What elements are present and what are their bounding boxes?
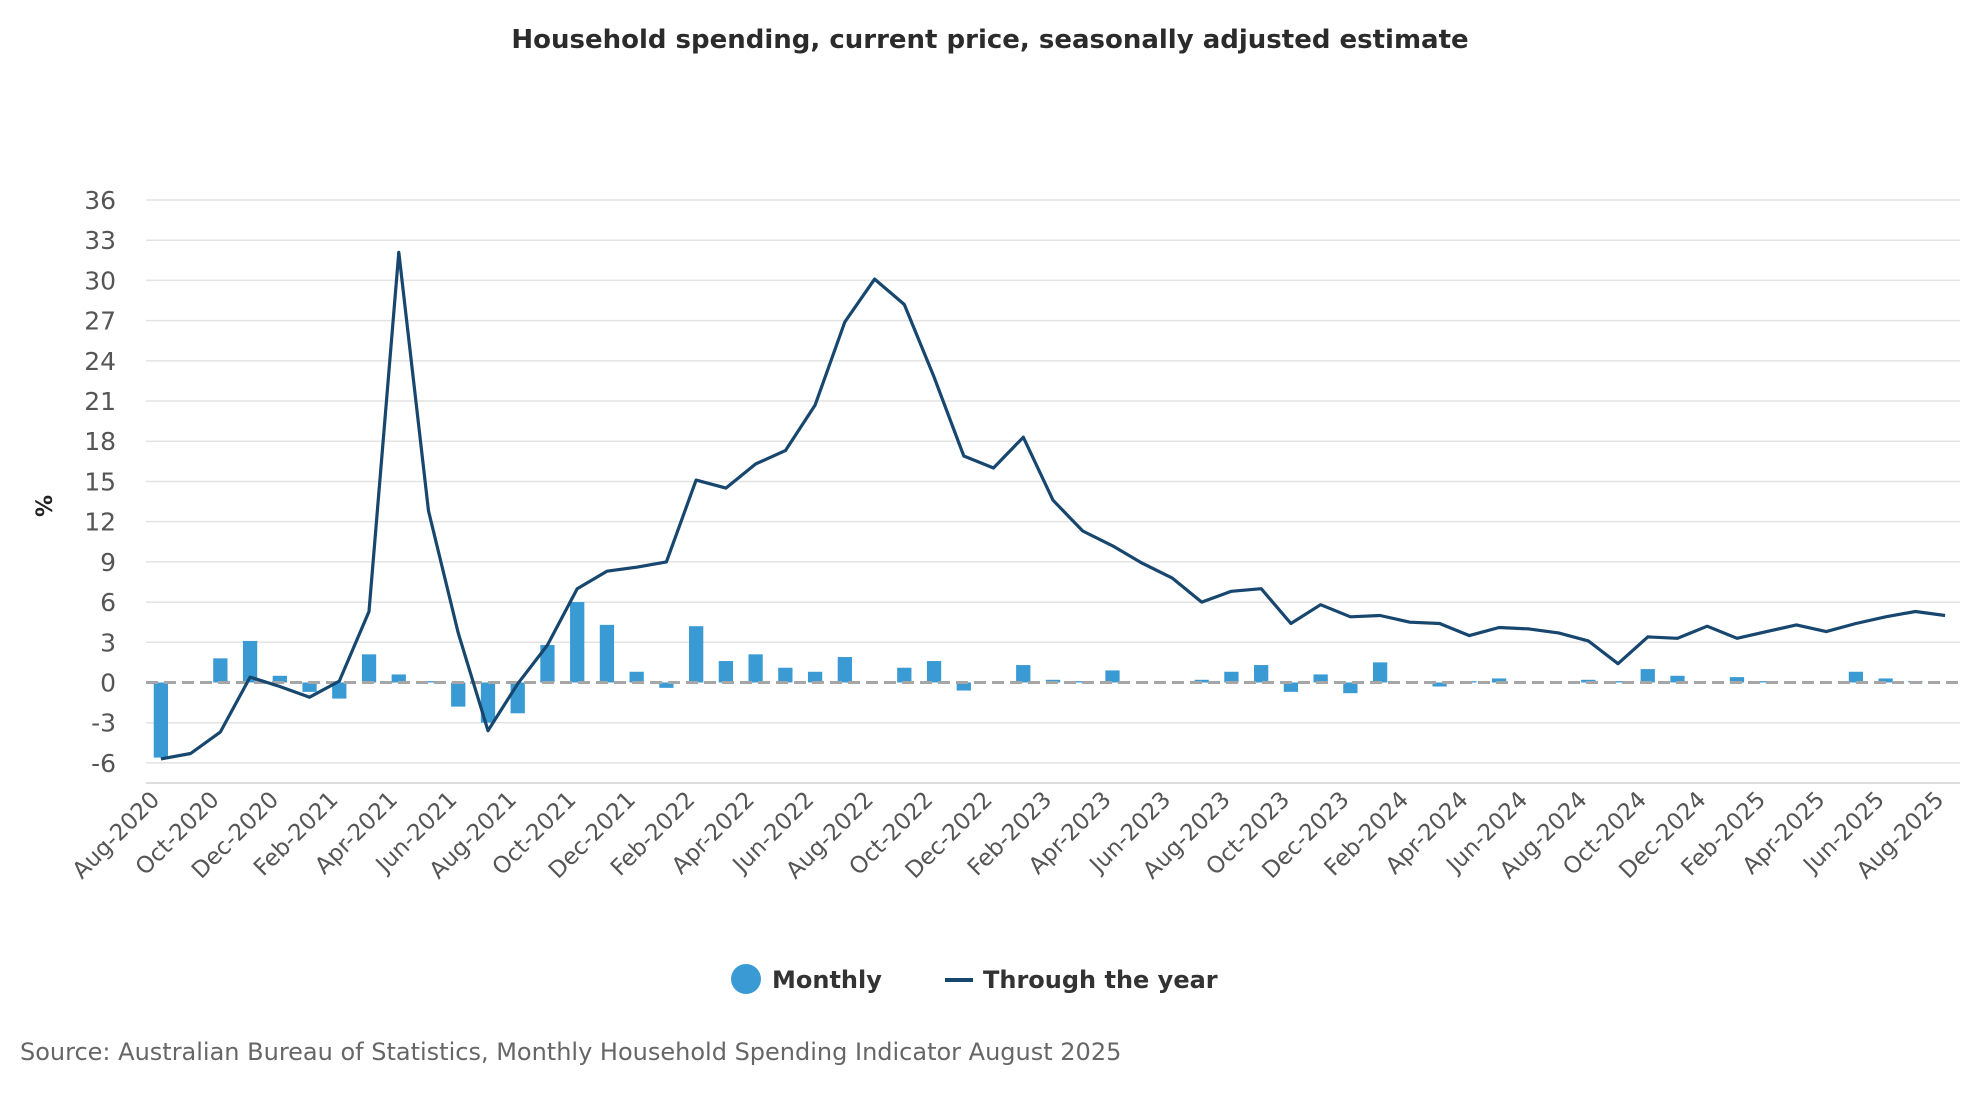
through-the-year-series [160, 250, 1946, 761]
monthly-bar [1283, 682, 1299, 692]
monthly-bar [1640, 669, 1655, 683]
monthly-bar [1343, 682, 1358, 694]
monthly-bar [1016, 665, 1031, 683]
monthly-bar [1491, 678, 1507, 683]
monthly-bar [272, 675, 287, 683]
through-the-year-line [160, 250, 1946, 761]
monthly-bar [599, 624, 615, 683]
legend-item-through-the-year[interactable]: Through the year [945, 966, 1218, 994]
x-axis-ticks: Aug-2020Oct-2020Dec-2020Feb-2021Apr-2021… [68, 787, 1950, 884]
monthly-bar [926, 661, 942, 683]
monthly-bar [778, 667, 793, 683]
y-tick-label: 9 [100, 548, 116, 577]
legend-monthly-swatch [731, 964, 761, 994]
monthly-bar [1105, 670, 1120, 683]
monthly-bar [451, 682, 466, 707]
monthly-bar [361, 654, 377, 683]
monthly-bar [1610, 681, 1626, 683]
monthly-bar [1670, 675, 1685, 683]
y-tick-label: 3 [100, 628, 116, 657]
monthly-bar [1224, 671, 1239, 683]
y-tick-label: 6 [100, 588, 116, 617]
monthly-bar [1848, 671, 1864, 683]
y-tick-label: -3 [91, 709, 116, 738]
legend-monthly-label: Monthly [772, 966, 882, 994]
monthly-bar [1878, 678, 1893, 683]
monthly-bar [421, 681, 436, 683]
monthly-bar [332, 682, 347, 699]
y-tick-label: 30 [84, 266, 116, 295]
monthly-bar [540, 644, 555, 683]
y-tick-label: 15 [84, 467, 116, 496]
monthly-bars [153, 602, 1923, 758]
y-tick-label: 36 [84, 186, 116, 215]
monthly-bar [1372, 662, 1388, 683]
legend-item-monthly[interactable]: Monthly [731, 964, 882, 994]
y-axis-label: % [33, 495, 58, 517]
monthly-bar [956, 682, 971, 691]
grid-lines [146, 199, 1960, 784]
monthly-bar [302, 682, 317, 692]
y-tick-label: 33 [84, 226, 116, 255]
monthly-bar [510, 682, 525, 714]
y-tick-label: 18 [84, 427, 116, 456]
monthly-bar [1313, 674, 1328, 683]
monthly-bar [897, 667, 912, 683]
source-note: Source: Australian Bureau of Statistics,… [20, 1038, 1121, 1066]
monthly-bar [213, 658, 228, 683]
monthly-bar [1254, 665, 1269, 683]
y-tick-label: 27 [84, 307, 116, 336]
y-tick-label: 24 [84, 347, 116, 376]
monthly-bar [837, 657, 852, 683]
monthly-bar [718, 661, 734, 683]
monthly-bar [391, 674, 406, 683]
chart-title: Household spending, current price, seaso… [511, 25, 1468, 55]
monthly-bar [748, 654, 763, 683]
monthly-bar [1729, 677, 1745, 683]
monthly-bar [153, 682, 169, 758]
monthly-bar [629, 671, 644, 683]
monthly-bar [659, 682, 674, 688]
monthly-bar [807, 671, 823, 683]
y-tick-label: 0 [100, 668, 116, 697]
y-tick-label: 21 [84, 387, 116, 416]
monthly-bar [689, 626, 704, 683]
legend: Monthly Through the year [731, 964, 1218, 994]
legend-through-the-year-label: Through the year [983, 966, 1218, 994]
monthly-bar [570, 602, 585, 683]
monthly-bar [242, 640, 258, 683]
y-tick-label: -6 [91, 749, 116, 778]
monthly-bar [1432, 682, 1447, 687]
y-tick-label: 12 [84, 508, 116, 537]
monthly-bar [480, 682, 496, 723]
